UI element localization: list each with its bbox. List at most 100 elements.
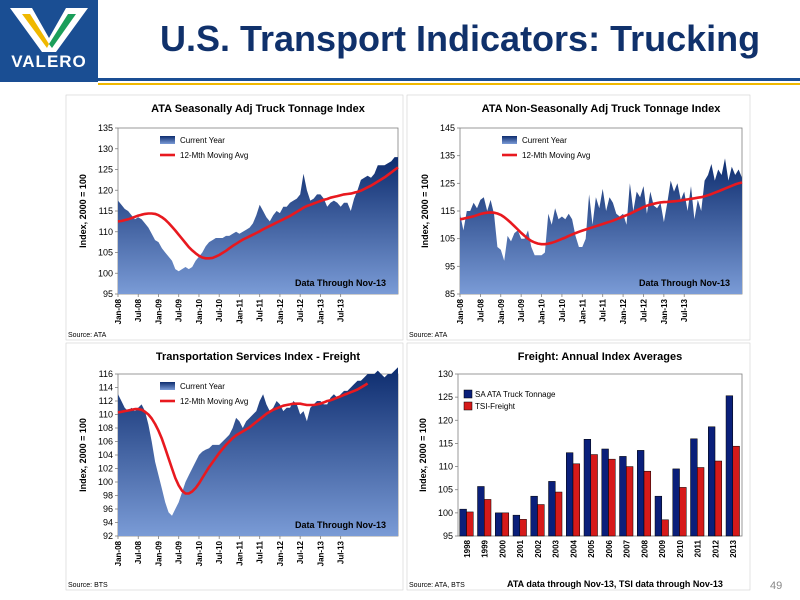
header-accent-rule bbox=[98, 83, 800, 85]
y-tick-label: 105 bbox=[98, 248, 113, 258]
y-tick-label: 98 bbox=[103, 491, 113, 501]
x-tick-label: 2005 bbox=[587, 539, 596, 557]
bar-tsi-freight bbox=[697, 467, 705, 537]
legend-label: 12-Mth Moving Avg bbox=[180, 397, 248, 406]
bar-tsi-freight bbox=[572, 463, 581, 537]
y-tick-label: 115 bbox=[99, 206, 113, 216]
bar-sa-ata bbox=[530, 495, 538, 537]
y-axis-label: Index, 2000 = 100 bbox=[78, 418, 88, 492]
legend-label: Current Year bbox=[180, 382, 225, 391]
bar-sa-ata bbox=[725, 395, 734, 537]
x-tick-label: Jul-12 bbox=[639, 298, 648, 322]
bar-tsi-freight bbox=[732, 445, 740, 537]
x-tick-label: Jul-08 bbox=[476, 298, 485, 322]
x-tick-label: 2006 bbox=[605, 539, 614, 557]
x-tick-label: 1999 bbox=[481, 539, 490, 557]
legend-label: TSI-Freight bbox=[475, 402, 516, 411]
bar-sa-ata bbox=[495, 512, 503, 537]
logo-text: VALERO bbox=[11, 52, 87, 71]
bar-tsi-freight bbox=[537, 504, 545, 537]
x-tick-label: Jan-13 bbox=[316, 540, 325, 566]
x-tick-label: Jan-13 bbox=[660, 298, 669, 324]
x-tick-label: Jul-13 bbox=[337, 540, 346, 564]
y-tick-label: 125 bbox=[438, 392, 453, 402]
x-tick-label: Jul-11 bbox=[599, 298, 608, 321]
header-rule bbox=[98, 78, 800, 81]
bar-tsi-freight bbox=[466, 511, 474, 537]
x-tick-label: Jul-10 bbox=[558, 298, 567, 322]
x-tick-label: Jul-09 bbox=[175, 298, 184, 322]
y-tick-label: 112 bbox=[99, 396, 113, 406]
y-tick-label: 130 bbox=[98, 144, 113, 154]
bar-tsi-freight bbox=[501, 512, 510, 537]
x-tick-label: Jul-13 bbox=[680, 298, 689, 322]
x-tick-label: Jul-09 bbox=[175, 540, 184, 564]
bar-sa-ata bbox=[690, 438, 698, 537]
y-tick-label: 120 bbox=[98, 185, 113, 195]
bar-sa-ata bbox=[459, 508, 467, 537]
y-tick-label: 105 bbox=[440, 234, 455, 244]
y-tick-label: 110 bbox=[99, 410, 113, 420]
x-tick-label: 2000 bbox=[498, 539, 507, 557]
x-tick-label: 2012 bbox=[711, 539, 720, 557]
x-tick-label: Jan-08 bbox=[114, 298, 123, 324]
x-tick-label: Jan-12 bbox=[619, 298, 628, 324]
page-title: U.S. Transport Indicators: Trucking bbox=[160, 18, 761, 59]
data-through-note: Data Through Nov-13 bbox=[295, 278, 386, 288]
source-note: Source: ATA bbox=[68, 332, 107, 339]
bar-sa-ata bbox=[708, 426, 716, 537]
x-tick-label: Jul-12 bbox=[296, 298, 305, 322]
x-tick-label: Jul-09 bbox=[517, 298, 526, 322]
y-tick-label: 105 bbox=[438, 485, 453, 495]
x-tick-label: Jan-12 bbox=[276, 298, 285, 324]
x-tick-label: Jan-11 bbox=[235, 298, 244, 323]
legend-label: 12-Mth Moving Avg bbox=[522, 151, 590, 160]
series-line-moving-avg bbox=[459, 181, 743, 246]
x-tick-label: 2011 bbox=[694, 539, 703, 557]
y-tick-label: 130 bbox=[438, 369, 453, 379]
y-tick-label: 120 bbox=[438, 415, 453, 425]
bar-tsi-freight bbox=[661, 519, 669, 537]
y-tick-label: 114 bbox=[99, 383, 113, 393]
x-tick-label: Jan-10 bbox=[195, 298, 204, 324]
x-tick-label: Jul-11 bbox=[256, 298, 265, 321]
bar-sa-ata bbox=[548, 481, 556, 537]
y-axis-label: Index, 2000 = 100 bbox=[78, 174, 88, 248]
legend-label: Current Year bbox=[180, 136, 225, 145]
x-tick-label: 2004 bbox=[569, 539, 578, 557]
x-tick-label: Jul-08 bbox=[134, 540, 143, 564]
y-tick-label: 115 bbox=[441, 206, 455, 216]
bar-sa-ata bbox=[601, 448, 609, 537]
legend-swatch-area bbox=[160, 136, 175, 144]
y-tick-label: 100 bbox=[438, 508, 453, 518]
valero-v-icon bbox=[10, 8, 88, 52]
y-tick-label: 92 bbox=[103, 531, 113, 541]
x-tick-label: 2001 bbox=[516, 539, 525, 557]
data-through-note: ATA data through Nov-13, TSI data throug… bbox=[507, 579, 723, 589]
data-through-note: Data Through Nov-13 bbox=[639, 278, 730, 288]
chart-panel-2: ATA Non-Seasonally Adj Truck Tonnage Ind… bbox=[406, 94, 751, 341]
x-tick-label: Jan-09 bbox=[497, 298, 506, 324]
x-tick-label: 2009 bbox=[658, 539, 667, 557]
x-tick-label: Jan-13 bbox=[316, 298, 325, 324]
legend-swatch bbox=[463, 401, 473, 411]
x-tick-label: Jan-09 bbox=[154, 540, 163, 566]
page-number: 49 bbox=[770, 580, 783, 592]
y-tick-label: 94 bbox=[103, 518, 113, 528]
bar-tsi-freight bbox=[555, 491, 563, 537]
x-tick-label: Jul-10 bbox=[215, 298, 224, 322]
bar-sa-ata bbox=[477, 486, 485, 537]
y-tick-label: 95 bbox=[443, 531, 453, 541]
chart-title: Freight: Annual Index Averages bbox=[518, 351, 682, 363]
legend-label: 12-Mth Moving Avg bbox=[180, 151, 248, 160]
y-tick-label: 125 bbox=[98, 165, 113, 175]
legend-swatch-area bbox=[160, 382, 175, 390]
y-tick-label: 115 bbox=[439, 438, 453, 448]
series-line-moving-avg bbox=[117, 382, 369, 495]
bar-sa-ata bbox=[583, 439, 592, 537]
legend-swatch-area bbox=[502, 136, 517, 144]
x-tick-label: Jan-08 bbox=[114, 540, 123, 566]
legend-label: Current Year bbox=[522, 136, 567, 145]
x-tick-label: Jan-09 bbox=[154, 298, 163, 324]
x-tick-label: Jan-11 bbox=[578, 298, 587, 323]
